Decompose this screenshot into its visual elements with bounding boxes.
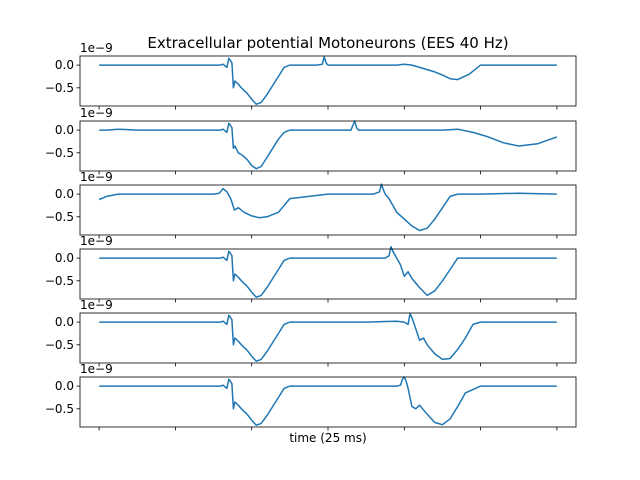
y-tick-label: −0.5 bbox=[45, 146, 74, 160]
axes-frame bbox=[79, 184, 577, 236]
y-tick-label: 0.0 bbox=[55, 123, 74, 137]
axes-frame bbox=[79, 120, 577, 172]
y-offset-label: 1e−9 bbox=[80, 298, 113, 312]
subplot-4: 0.0 −0.5 1e−9 bbox=[45, 234, 577, 303]
y-tick-label: 0.0 bbox=[55, 251, 74, 265]
y-tick-label: −0.5 bbox=[45, 402, 74, 416]
subplot-6: 0.0 −0.5 1e−9 bbox=[45, 362, 577, 431]
y-offset-label: 1e−9 bbox=[80, 41, 113, 55]
series-line-5 bbox=[99, 313, 557, 362]
axes-frame bbox=[79, 248, 577, 300]
subplot-1: 0.0 −0.5 1e−9 bbox=[45, 41, 577, 110]
subplot-2: 0.0 −0.5 1e−9 bbox=[45, 106, 577, 175]
y-offset-label: 1e−9 bbox=[80, 234, 113, 248]
series-line-4 bbox=[99, 245, 557, 298]
y-offset-label: 1e−9 bbox=[80, 362, 113, 376]
y-tick-label: −0.5 bbox=[45, 81, 74, 95]
subplot-5: 0.0 −0.5 1e−9 bbox=[45, 298, 577, 367]
series-line-3 bbox=[98, 183, 557, 232]
axes-frame bbox=[79, 376, 577, 428]
series-line-1 bbox=[99, 56, 557, 105]
y-tick-label: 0.0 bbox=[55, 187, 74, 201]
series-line-6 bbox=[99, 376, 557, 426]
y-offset-label: 1e−9 bbox=[80, 170, 113, 184]
axes-frame bbox=[79, 312, 577, 364]
y-tick-label: 0.0 bbox=[55, 379, 74, 393]
y-tick-label: −0.5 bbox=[45, 210, 74, 224]
y-offset-label: 1e−9 bbox=[80, 106, 113, 120]
subplot-3: 0.0 −0.5 1e−9 bbox=[45, 170, 577, 239]
x-axis-label: time (25 ms) bbox=[289, 431, 366, 445]
y-tick-label: −0.5 bbox=[45, 338, 74, 352]
axes-frame bbox=[79, 55, 577, 107]
series-line-2 bbox=[99, 120, 558, 170]
y-tick-label: 0.0 bbox=[55, 58, 74, 72]
y-tick-label: −0.5 bbox=[45, 274, 74, 288]
chart-title: Extracellular potential Motoneurons (EES… bbox=[147, 34, 508, 52]
y-tick-label: 0.0 bbox=[55, 315, 74, 329]
